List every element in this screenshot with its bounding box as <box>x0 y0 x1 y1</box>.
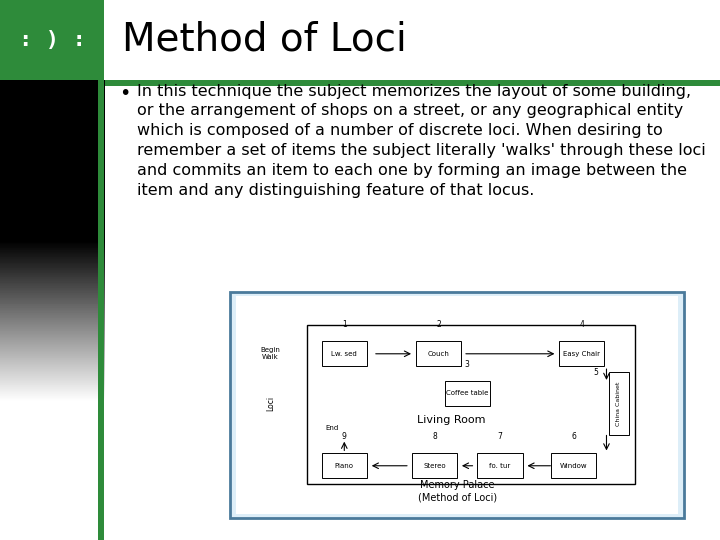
Bar <box>608 373 629 435</box>
Text: Easy Chair: Easy Chair <box>564 351 600 357</box>
Text: Stereo: Stereo <box>423 463 446 469</box>
Text: Memory Palace
(Method of Loci): Memory Palace (Method of Loci) <box>418 480 497 502</box>
Text: In this technique the subject memorizes the layout of some building,
or the arra: In this technique the subject memorizes … <box>137 84 706 198</box>
Text: 4: 4 <box>580 320 585 329</box>
Bar <box>0 0 104 80</box>
Bar <box>307 325 635 484</box>
Text: China Cabinet: China Cabinet <box>616 381 621 426</box>
Bar <box>322 453 366 478</box>
Bar <box>477 453 523 478</box>
Bar <box>230 292 684 518</box>
Text: Loci: Loci <box>266 396 275 411</box>
Text: 8: 8 <box>432 432 437 441</box>
Text: Coffee table: Coffee table <box>446 390 488 396</box>
Text: 5: 5 <box>594 368 599 377</box>
Text: Piano: Piano <box>335 463 354 469</box>
Text: 3: 3 <box>464 360 469 369</box>
Text: Living Room: Living Room <box>417 415 485 425</box>
Text: Lw. sed: Lw. sed <box>331 351 357 357</box>
Text: : ) :: : ) : <box>19 30 86 50</box>
Text: fo. tur: fo. tur <box>490 463 510 469</box>
Text: 9: 9 <box>342 432 347 441</box>
Text: Couch: Couch <box>428 351 449 357</box>
Bar <box>0 80 720 86</box>
Text: 2: 2 <box>436 320 441 329</box>
Bar <box>236 296 678 514</box>
Text: 1: 1 <box>342 320 346 329</box>
Text: End: End <box>325 426 338 431</box>
Bar <box>445 381 490 406</box>
Bar <box>559 341 604 366</box>
Bar <box>416 341 461 366</box>
Text: Window: Window <box>560 463 588 469</box>
Bar <box>98 80 104 540</box>
Text: Method of Loci: Method of Loci <box>122 21 407 59</box>
Text: •: • <box>119 84 130 103</box>
Text: 6: 6 <box>571 432 576 441</box>
Text: Outline: Outline <box>24 511 80 526</box>
Text: 7: 7 <box>498 432 503 441</box>
Bar <box>412 453 457 478</box>
Text: Begin
Walk: Begin Walk <box>261 347 281 360</box>
Bar <box>552 453 596 478</box>
Bar <box>322 341 366 366</box>
